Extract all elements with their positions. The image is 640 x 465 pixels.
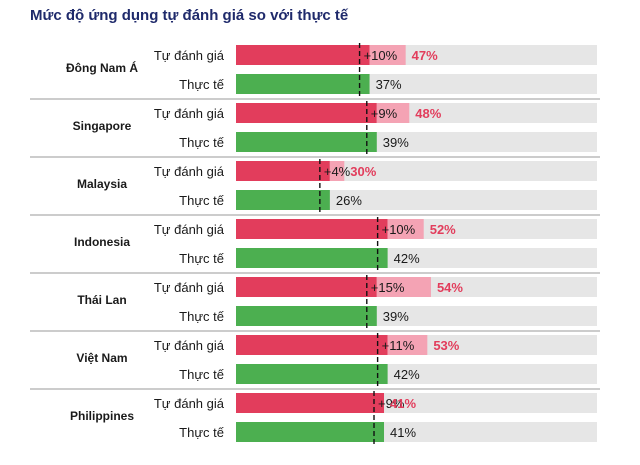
actual-bar xyxy=(236,364,388,384)
self-assessed-bar xyxy=(236,277,377,297)
actual-row-label: Thực tế xyxy=(179,309,225,324)
gap-value-label: +4% xyxy=(324,164,351,179)
actual-row-label: Thực tế xyxy=(179,425,225,440)
self-assessed-gap-bar xyxy=(387,219,424,239)
self-assessed-value-label: 30% xyxy=(350,164,376,179)
self-assessed-gap-bar xyxy=(376,277,431,297)
self-assessed-bar xyxy=(236,393,385,413)
self-assessed-row-label: Tự đánh giá xyxy=(154,222,225,237)
actual-value-label: 26% xyxy=(336,193,362,208)
country-label: Singapore xyxy=(73,119,132,133)
gap-value-label: +10% xyxy=(364,48,398,63)
self-assessed-gap-bar xyxy=(329,161,345,181)
self-assessed-gap-bar xyxy=(387,335,428,355)
self-assessed-bar xyxy=(236,219,388,239)
chart-title: Mức độ ứng dụng tự đánh giá so với thực … xyxy=(30,7,349,24)
country-label: Indonesia xyxy=(74,235,130,249)
country-label: Malaysia xyxy=(77,177,127,191)
self-assessed-row-label: Tự đánh giá xyxy=(154,396,225,411)
actual-bar xyxy=(236,248,388,268)
self-assessed-bar xyxy=(236,335,388,355)
gap-value-label: +9% xyxy=(378,396,405,411)
gap-value-label: +10% xyxy=(382,222,416,237)
actual-row-label: Thực tế xyxy=(179,251,225,266)
actual-row-label: Thực tế xyxy=(179,135,225,150)
self-assessed-value-label: 53% xyxy=(433,338,459,353)
actual-bar xyxy=(236,132,377,152)
actual-bar xyxy=(236,74,370,94)
self-assessed-bar xyxy=(236,103,377,123)
self-assessed-row-label: Tự đánh giá xyxy=(154,280,225,295)
self-assessed-value-label: 52% xyxy=(430,222,456,237)
actual-value-label: 41% xyxy=(390,425,416,440)
country-label: Việt Nam xyxy=(76,351,127,365)
self-assessed-value-label: 47% xyxy=(412,48,438,63)
actual-value-label: 39% xyxy=(383,135,409,150)
self-assessed-value-label: 41% xyxy=(390,396,416,411)
self-assessed-row-label: Tự đánh giá xyxy=(154,48,225,63)
gap-value-label: +11% xyxy=(382,338,415,353)
country-label: Philippines xyxy=(70,409,134,423)
actual-row-label: Thực tế xyxy=(179,77,225,92)
actual-row-label: Thực tế xyxy=(179,367,225,382)
country-label: Thái Lan xyxy=(77,293,126,307)
self-assessed-row-label: Tự đánh giá xyxy=(154,164,225,179)
self-assessed-gap-bar xyxy=(376,103,410,123)
actual-bar xyxy=(236,190,330,210)
actual-value-label: 42% xyxy=(394,367,420,382)
actual-value-label: 42% xyxy=(394,251,420,266)
actual-bar xyxy=(236,306,377,326)
actual-value-label: 37% xyxy=(376,77,402,92)
country-label: Đông Nam Á xyxy=(66,60,138,75)
self-assessed-gap-bar xyxy=(369,45,406,65)
self-assessed-value-label: 54% xyxy=(437,280,463,295)
self-assessed-bar xyxy=(236,45,370,65)
gap-value-label: +9% xyxy=(371,106,398,121)
self-assessed-value-label: 48% xyxy=(415,106,441,121)
self-assessed-bar xyxy=(236,161,330,181)
gap-value-label: +15% xyxy=(371,280,405,295)
actual-value-label: 39% xyxy=(383,309,409,324)
actual-bar xyxy=(236,422,385,442)
actual-row-label: Thực tế xyxy=(179,193,225,208)
self-assessed-row-label: Tự đánh giá xyxy=(154,106,225,121)
self-assessed-row-label: Tự đánh giá xyxy=(154,338,225,353)
